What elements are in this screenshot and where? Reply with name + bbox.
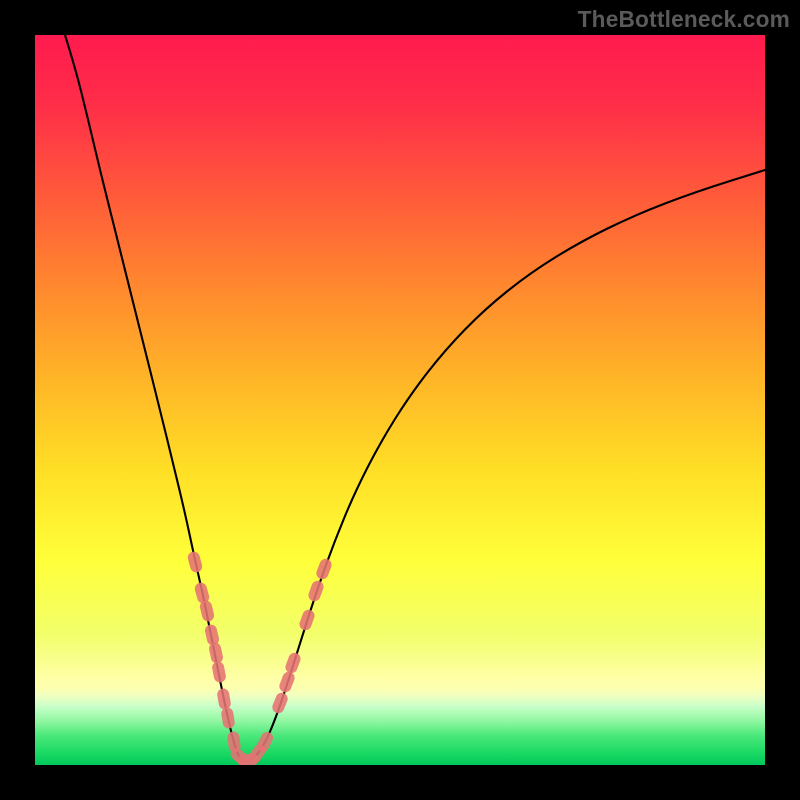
curve-marker — [298, 608, 316, 632]
curve-marker — [186, 550, 203, 573]
chart-frame: TheBottleneck.com — [0, 0, 800, 800]
curve-marker — [220, 707, 235, 730]
curve-marker — [204, 623, 220, 646]
curve-marker — [284, 651, 302, 675]
curve-markers — [186, 550, 333, 765]
plot-area — [35, 35, 765, 765]
curve-marker — [211, 661, 227, 684]
curve-marker — [278, 670, 297, 694]
curve-marker — [216, 688, 231, 711]
curve-marker — [271, 691, 290, 715]
curve-marker — [315, 557, 334, 581]
watermark-label: TheBottleneck.com — [578, 6, 790, 33]
bottleneck-curve — [35, 35, 765, 765]
curve-marker — [307, 579, 325, 603]
curve-marker — [208, 641, 224, 664]
